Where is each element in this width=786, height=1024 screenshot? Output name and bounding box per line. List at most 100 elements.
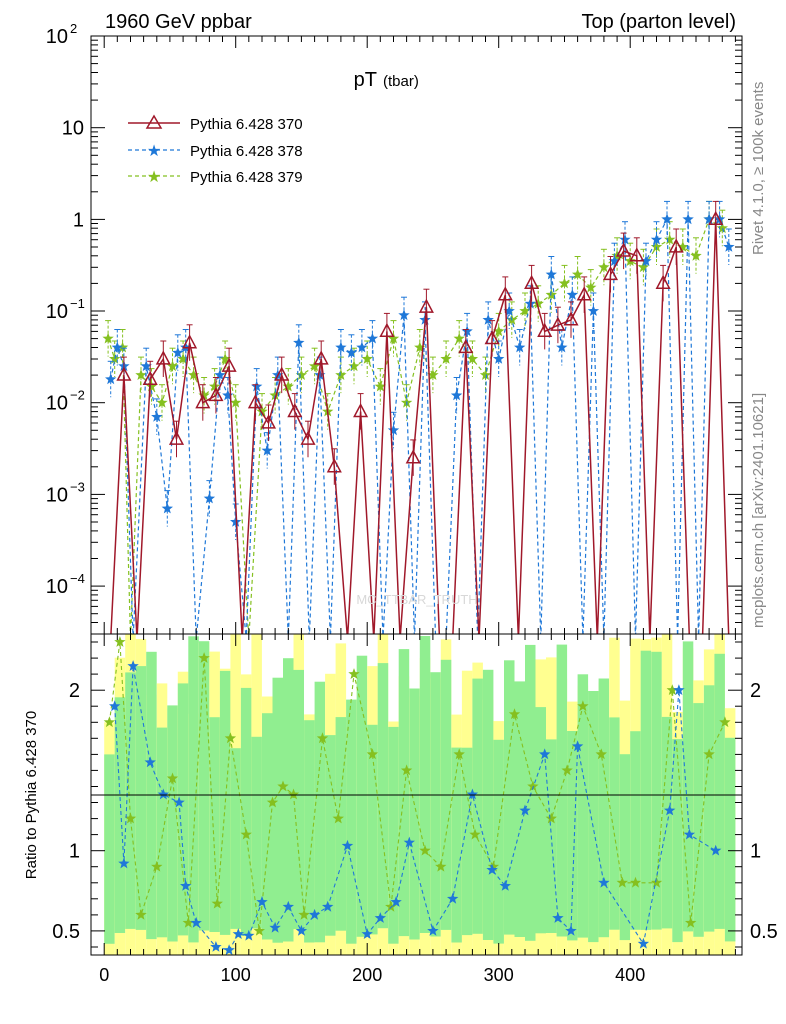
ratio-point — [173, 796, 185, 808]
ratio-point — [232, 928, 244, 939]
legend-item-378: ★ Pythia 6.428 378 — [128, 141, 303, 160]
ratio-point — [385, 900, 397, 912]
data-point — [140, 360, 152, 372]
band-green — [661, 716, 673, 929]
ratio-point — [710, 844, 722, 856]
data-point — [398, 309, 410, 321]
ratio-point — [287, 788, 300, 800]
data-point — [366, 332, 379, 344]
data-point — [479, 369, 492, 380]
ratio-point — [190, 916, 202, 928]
band-green — [388, 726, 399, 944]
data-point — [566, 288, 579, 300]
x-tick-label: 400 — [615, 965, 645, 985]
ratio-point — [666, 684, 678, 695]
data-point — [458, 338, 474, 354]
band-green — [567, 731, 578, 941]
data-point — [450, 389, 463, 401]
band-green — [640, 650, 652, 930]
data-point — [668, 238, 684, 253]
band-green — [367, 724, 378, 935]
mcplots-label: mcplots.cern.ch [arXiv:2401.10621] — [750, 393, 767, 628]
data-point — [356, 341, 368, 353]
band-green — [482, 669, 494, 940]
legend-label-378: Pythia 6.428 378 — [190, 143, 303, 160]
data-point — [247, 394, 263, 409]
data-point — [222, 389, 234, 401]
ratio-point — [166, 772, 179, 784]
ratio-point — [527, 780, 539, 792]
data-point — [493, 353, 505, 364]
ratio-point — [135, 908, 147, 920]
data-point — [524, 274, 540, 290]
data-point — [514, 341, 526, 353]
ratio-ylabel: Ratio to Pythia 6.428 370 — [23, 711, 40, 879]
ratio-point — [332, 812, 344, 824]
data-point — [616, 242, 632, 257]
data-point — [172, 346, 184, 358]
data-point — [664, 233, 676, 245]
ratio-y-tick-label-right: 0.5 — [750, 921, 778, 943]
data-point — [387, 424, 400, 436]
data-point — [313, 350, 329, 365]
data-point — [208, 386, 224, 402]
ratio-series-layer — [103, 636, 731, 955]
band-green — [682, 641, 694, 932]
y-tick-label: 10 — [46, 26, 68, 48]
ratio-point — [316, 732, 329, 744]
data-point — [629, 247, 645, 262]
y-tick-exponent: −3 — [70, 479, 85, 494]
data-point — [361, 353, 373, 364]
data-point — [550, 316, 566, 331]
data-point — [556, 341, 568, 353]
ratio-point — [427, 924, 439, 936]
series-line-0 — [110, 219, 730, 634]
ratio-y-tick-label: 2 — [69, 680, 80, 702]
data-point — [558, 277, 571, 289]
ratio-point — [180, 880, 192, 891]
data-point — [208, 380, 221, 392]
ratio-y-tick-label: 1 — [69, 841, 80, 863]
ratio-point — [266, 796, 279, 808]
ratio-point — [664, 804, 676, 816]
ratio-point — [447, 892, 459, 904]
ratio-point — [103, 716, 116, 728]
band-green — [556, 644, 568, 937]
band-green — [209, 717, 220, 932]
data-point — [537, 322, 553, 338]
y-tick-label: 10 — [46, 393, 68, 415]
data-point — [102, 332, 114, 344]
ratio-point — [298, 908, 310, 920]
ratio-point — [210, 941, 222, 952]
data-point — [716, 222, 728, 234]
band-green — [167, 705, 178, 942]
ratio-point — [253, 924, 265, 936]
data-point — [650, 233, 663, 245]
ratio-point — [539, 748, 551, 760]
ratio-point — [595, 748, 607, 760]
ratio-point — [308, 908, 321, 920]
ratio-point — [390, 896, 402, 907]
data-point — [497, 286, 513, 301]
ratio-point — [673, 684, 685, 695]
ratio-point — [341, 839, 354, 851]
ratio-point — [151, 860, 163, 872]
ratio-point — [366, 748, 379, 760]
band-green — [493, 739, 504, 944]
data-point — [637, 261, 650, 273]
band-green — [535, 707, 546, 934]
band-green — [356, 655, 368, 937]
band-green — [272, 677, 283, 943]
data-point — [295, 369, 308, 380]
legend-item-379: ★ Pythia 6.428 379 — [128, 167, 303, 186]
band-green — [262, 713, 273, 940]
band-green — [283, 658, 294, 942]
plot-title: pT — [354, 69, 377, 91]
data-point — [187, 369, 200, 380]
band-green — [672, 739, 683, 943]
band-green — [177, 683, 189, 936]
data-point — [260, 414, 277, 429]
band-green — [135, 666, 147, 930]
y-tick-label: 10 — [46, 576, 68, 598]
